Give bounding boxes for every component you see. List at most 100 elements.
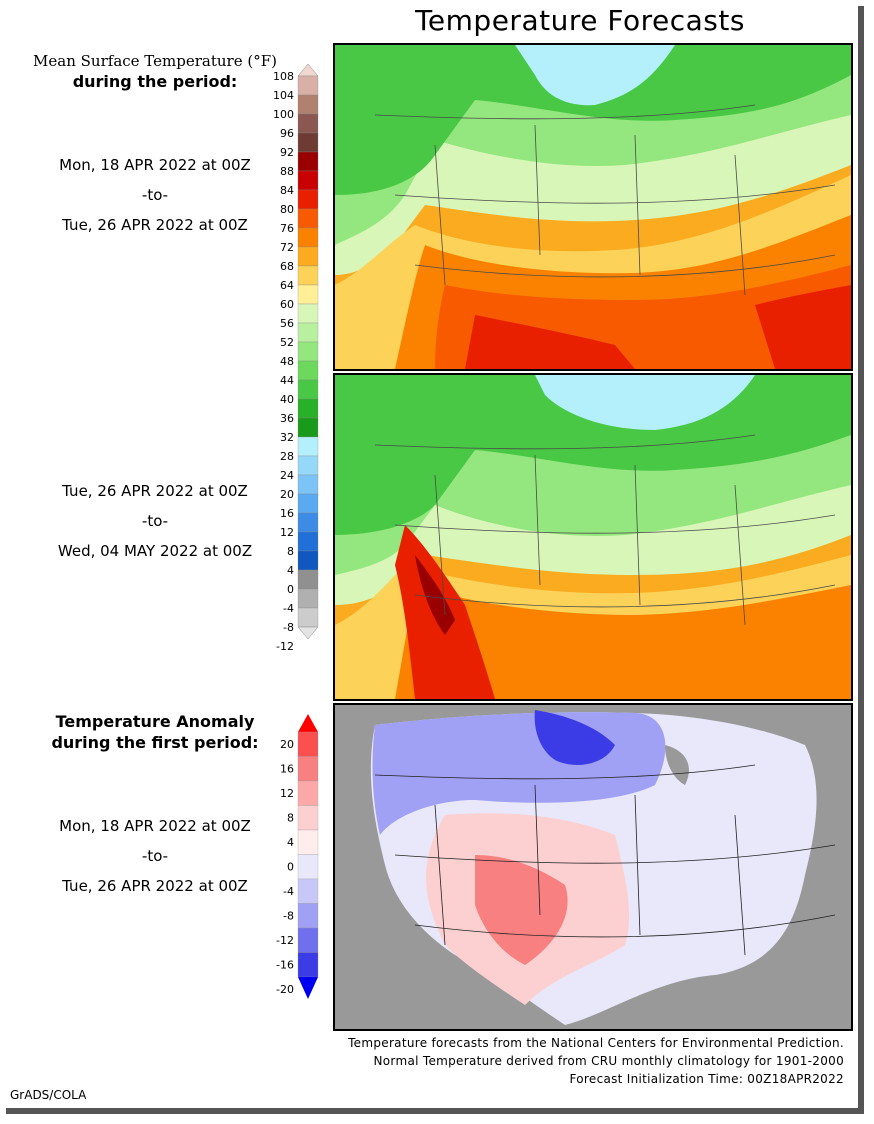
mean-colorbar-tick: 4: [287, 564, 294, 577]
mean-colorbar-tick: 88: [280, 165, 294, 178]
mean-colorbar-box: [297, 94, 319, 115]
mean-colorbar-box: [297, 398, 319, 419]
mean-colorbar-tick: -4: [283, 602, 294, 615]
anomaly-colorbar-box: [297, 878, 319, 904]
anomaly-colorbar-tick: -4: [283, 885, 294, 898]
mean-colorbar-box: [297, 531, 319, 552]
mean-colorbar-tick: 104: [273, 89, 294, 102]
mean-colorbar-box: [297, 417, 319, 438]
mean-colorbar-box: [297, 512, 319, 533]
anomaly-colorbar-tick: -16: [276, 959, 294, 972]
mean-colorbar-box: [297, 360, 319, 381]
anomaly-colorbar-tick: 4: [287, 836, 294, 849]
mean-colorbar-tick: 0: [287, 583, 294, 596]
anomaly-colorbar-box: [297, 780, 319, 806]
anomaly-legend-subtitle: during the first period:: [51, 733, 259, 752]
mean-colorbar-box: [297, 455, 319, 476]
anomaly-colorbar-top-triangle: [298, 714, 318, 732]
mean-colorbar-box: [297, 284, 319, 305]
mean-colorbar-tick: 48: [280, 355, 294, 368]
mean-colorbar-box: [297, 379, 319, 400]
mean-colorbar-tick: 100: [273, 108, 294, 121]
anomaly-colorbar-tick: -12: [276, 934, 294, 947]
mean-colorbar-tick: 40: [280, 393, 294, 406]
mean-colorbar-box: [297, 132, 319, 153]
map-period2: [333, 373, 853, 701]
mean-colorbar-box: [297, 341, 319, 362]
mean-legend-title: Mean Surface Temperature (°F): [33, 52, 277, 70]
mean-colorbar-tick: 80: [280, 203, 294, 216]
mean-colorbar-tick: 84: [280, 184, 294, 197]
figure-title: Temperature Forecasts: [415, 4, 745, 37]
anomaly-colorbar-box: [297, 756, 319, 782]
period3-end: Tue, 26 APR 2022 at 00Z: [62, 877, 248, 895]
footer-climatology: Normal Temperature derived from CRU mont…: [373, 1054, 844, 1068]
mean-colorbar-box: [297, 569, 319, 590]
map-anomaly: [333, 703, 853, 1031]
mean-colorbar-tick: 36: [280, 412, 294, 425]
anomaly-colorbar-bottom-triangle: [298, 977, 318, 999]
anomaly-colorbar-box: [297, 952, 319, 978]
mean-colorbar-tick: 20: [280, 488, 294, 501]
anomaly-colorbar-box: [297, 927, 319, 953]
mean-colorbar-tick: 56: [280, 317, 294, 330]
mean-colorbar-box: [297, 227, 319, 248]
anomaly-colorbar-tick: 12: [280, 787, 294, 800]
mean-colorbar-tick: 72: [280, 241, 294, 254]
mean-colorbar-box: [297, 607, 319, 628]
footer-init-time: Forecast Initialization Time: 00Z18APR20…: [569, 1072, 844, 1086]
period1-end: Tue, 26 APR 2022 at 00Z: [62, 216, 248, 234]
mean-colorbar-box: [297, 113, 319, 134]
period2-sep: -to-: [141, 512, 169, 530]
mean-colorbar-box: [297, 474, 319, 495]
mean-colorbar-box: [297, 151, 319, 172]
mean-colorbar-tick: 32: [280, 431, 294, 444]
period1-sep: -to-: [141, 186, 169, 204]
mean-colorbar-tick: 12: [280, 526, 294, 539]
mean-colorbar-box: [297, 550, 319, 571]
anomaly-legend-title: Temperature Anomaly: [55, 712, 255, 731]
mean-colorbar-tick: 68: [280, 260, 294, 273]
anomaly-colorbar-tick: 16: [280, 763, 294, 776]
mean-colorbar-tick: 52: [280, 336, 294, 349]
anomaly-colorbar: 20 16 12 8 4 0 -4 -8 -12 -16 -20: [276, 714, 319, 999]
mean-colorbar-box: [297, 588, 319, 609]
mean-colorbar-tick: 60: [280, 298, 294, 311]
mean-temperature-colorbar: 1081041009692888480767268646056524844403…: [273, 64, 319, 653]
mean-colorbar-box: [297, 493, 319, 514]
anomaly-colorbar-box: [297, 854, 319, 880]
mean-colorbar-top-triangle: [297, 64, 319, 77]
anomaly-colorbar-tick: 8: [287, 812, 294, 825]
anomaly-colorbar-tick: -20: [276, 983, 294, 996]
mean-colorbar-tick: 8: [287, 545, 294, 558]
anomaly-colorbar-tick: -8: [283, 910, 294, 923]
mean-colorbar-tick: -12: [276, 640, 294, 653]
period2-start: Tue, 26 APR 2022 at 00Z: [62, 482, 248, 500]
mean-colorbar-tick: 44: [280, 374, 294, 387]
mean-colorbar-box: [297, 170, 319, 191]
mean-colorbar-box: [297, 75, 319, 96]
anomaly-colorbar-box: [297, 903, 319, 929]
mean-colorbar-tick: 76: [280, 222, 294, 235]
anomaly-colorbar-tick: 0: [287, 861, 294, 874]
mean-colorbar-tick: 96: [280, 127, 294, 140]
footer-source: Temperature forecasts from the National …: [348, 1036, 844, 1050]
mean-colorbar-tick: 64: [280, 279, 294, 292]
period3-start: Mon, 18 APR 2022 at 00Z: [59, 817, 251, 835]
mean-colorbar-box: [297, 265, 319, 286]
mean-colorbar-box: [297, 436, 319, 457]
anomaly-colorbar-box: [297, 731, 319, 757]
mean-colorbar-box: [297, 303, 319, 324]
period2-end: Wed, 04 MAY 2022 at 00Z: [57, 542, 253, 560]
anomaly-colorbar-box: [297, 829, 319, 855]
mean-colorbar-box: [297, 189, 319, 210]
mean-legend-subtitle: during the period:: [72, 72, 238, 91]
mean-colorbar-tick: 28: [280, 450, 294, 463]
anomaly-colorbar-tick: 20: [280, 738, 294, 751]
anomaly-colorbar-box: [297, 805, 319, 831]
period1-start: Mon, 18 APR 2022 at 00Z: [59, 156, 251, 174]
mean-colorbar-box: [297, 246, 319, 267]
map-period1: [333, 43, 853, 371]
mean-colorbar-tick: -8: [283, 621, 294, 634]
mean-colorbar-tick: 24: [280, 469, 294, 482]
